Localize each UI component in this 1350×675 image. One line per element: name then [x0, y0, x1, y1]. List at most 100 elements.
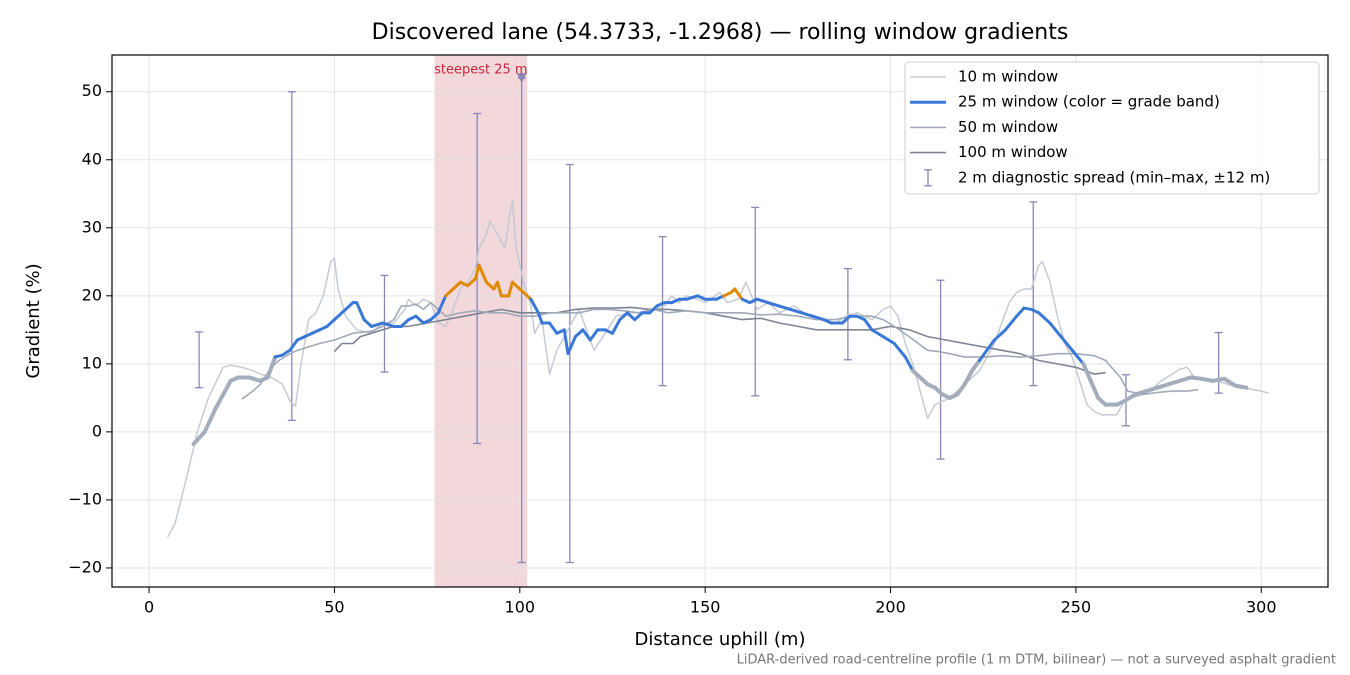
y-tick-label: 20 [82, 285, 102, 304]
line-segment [429, 311, 440, 322]
plot-area [112, 55, 1328, 587]
x-tick-label: 100 [505, 598, 536, 617]
line-segment [562, 328, 570, 356]
error-bar [1214, 331, 1223, 394]
x-tick-label: 300 [1246, 598, 1277, 617]
line-segment [221, 378, 233, 397]
line-segment [202, 406, 218, 434]
line [166, 199, 1269, 538]
line-segment [381, 321, 396, 328]
line-segment [1233, 383, 1249, 390]
line-segment [970, 358, 982, 373]
y-tick-label: 30 [82, 217, 102, 236]
line-segment [414, 314, 425, 325]
line-segment [1081, 361, 1093, 383]
y-tick-label: 40 [82, 149, 102, 168]
line-segment [685, 294, 700, 301]
line-segment [529, 297, 540, 315]
line-segment [1070, 348, 1085, 366]
line-segment [444, 287, 455, 298]
line-segment [510, 280, 522, 291]
line-segment [610, 318, 622, 335]
line-segment [1037, 311, 1052, 325]
line-segment [955, 382, 967, 397]
line-segment [265, 355, 278, 380]
line-segment [648, 304, 659, 315]
line-segment [1003, 314, 1019, 332]
line-segment [755, 297, 770, 305]
legend-box [904, 61, 1320, 195]
line-segment [496, 280, 503, 298]
line-segment [581, 328, 592, 342]
line-segment [863, 318, 874, 332]
line-segment [881, 335, 896, 345]
error-bar [936, 279, 945, 460]
line-segment [733, 287, 744, 301]
line-segment [625, 311, 637, 322]
legend-label: 100 m window [958, 143, 1068, 161]
footnote: LiDAR-derived road-centreline profile (1… [737, 653, 1336, 668]
line-segment [566, 335, 577, 356]
line-segment [484, 280, 496, 291]
x-tick-label: 0 [144, 598, 154, 617]
line-segment [985, 338, 996, 352]
line-segment [800, 311, 815, 318]
line-segment [840, 314, 852, 325]
highlight-label: steepest 25 m [434, 63, 527, 78]
steepest-marker [516, 73, 527, 84]
plot-frame [111, 54, 1329, 588]
line-segment [1048, 321, 1063, 339]
line-segment [777, 304, 792, 311]
line-segment [191, 429, 207, 447]
x-tick-label: 50 [324, 598, 344, 617]
line-segment [633, 311, 644, 322]
line-segment [332, 307, 348, 322]
line-segment [903, 355, 915, 373]
line-segment [547, 321, 559, 335]
line-segment [1088, 378, 1101, 400]
line-segment [288, 338, 299, 352]
line-segment [213, 392, 226, 411]
line-segment [618, 311, 629, 322]
y-tick-label: −20 [68, 557, 102, 576]
y-tick-label: 0 [92, 421, 102, 440]
line-segment [344, 301, 355, 311]
y-tick-label: −10 [68, 489, 102, 508]
line-segment [573, 328, 585, 339]
line-segment [788, 307, 804, 315]
x-tick-label: 150 [690, 598, 721, 617]
y-axis-label: Gradient (%) [23, 263, 44, 378]
line-segment [325, 318, 336, 328]
line-segment [451, 280, 462, 291]
line-segment [370, 321, 385, 328]
error-bar [1029, 201, 1038, 387]
y-tick-label: 50 [82, 81, 102, 100]
line-segment [1222, 376, 1238, 388]
line-segment [962, 368, 975, 387]
line-segment [436, 294, 448, 315]
line-segment [1015, 306, 1026, 318]
line-segment [811, 314, 826, 322]
line-segment [1122, 392, 1138, 404]
line-segment [536, 311, 544, 325]
error-bar [565, 163, 574, 564]
legend-label: 25 m window (color = grade band) [958, 93, 1220, 111]
x-tick-label: 200 [875, 598, 906, 617]
line-segment [522, 290, 533, 301]
line-segment [870, 328, 885, 339]
x-axis-label: Distance uphill (m) [635, 629, 806, 650]
line-segment [355, 301, 366, 322]
line [241, 301, 1199, 400]
legend-label: 10 m window [958, 68, 1058, 86]
legend: 10 m window 25 m window (color = grade ba… [904, 61, 1320, 195]
error-bar [195, 331, 204, 389]
chart-title: Discovered lane (54.3733, -1.2968) — rol… [372, 20, 1069, 45]
line-segment [362, 318, 374, 328]
line-segment [892, 341, 907, 359]
legend-label: 50 m window [958, 118, 1058, 136]
line-segment [766, 301, 781, 308]
line-segment [399, 318, 411, 328]
line-segment [477, 263, 488, 284]
